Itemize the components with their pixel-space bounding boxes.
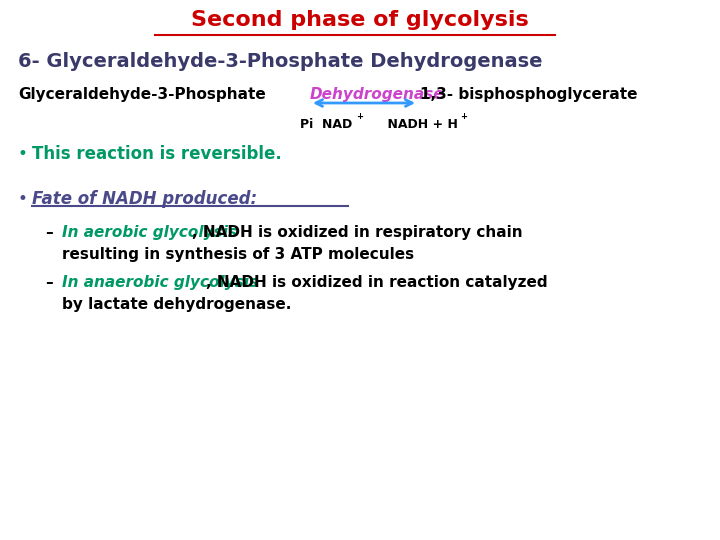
Text: Fate of NADH produced:: Fate of NADH produced: [32,190,257,208]
Text: by lactate dehydrogenase.: by lactate dehydrogenase. [62,297,292,312]
Text: Second phase of glycolysis: Second phase of glycolysis [191,10,529,30]
Text: Pi  NAD: Pi NAD [300,118,352,131]
Text: Dehydrogenase: Dehydrogenase [310,87,445,102]
Text: NADH + H: NADH + H [370,118,458,131]
Text: In aerobic glycolysis: In aerobic glycolysis [62,225,237,240]
Text: •: • [18,145,28,163]
Text: Glyceraldehyde-3-Phosphate: Glyceraldehyde-3-Phosphate [18,87,266,102]
Text: , NADH is oxidized in respiratory chain: , NADH is oxidized in respiratory chain [192,225,523,240]
Text: –: – [45,275,53,290]
Text: +: + [356,112,363,121]
Text: •: • [18,190,28,208]
Text: This reaction is reversible.: This reaction is reversible. [32,145,282,163]
Text: 1,3- bisphosphoglycerate: 1,3- bisphosphoglycerate [420,87,637,102]
Text: 6- Glyceraldehyde-3-Phosphate Dehydrogenase: 6- Glyceraldehyde-3-Phosphate Dehydrogen… [18,52,542,71]
Text: –: – [45,225,53,240]
Text: In anaerobic glycolysis: In anaerobic glycolysis [62,275,258,290]
Text: resulting in synthesis of 3 ATP molecules: resulting in synthesis of 3 ATP molecule… [62,247,414,262]
Text: , NADH is oxidized in reaction catalyzed: , NADH is oxidized in reaction catalyzed [206,275,548,290]
Text: +: + [460,112,467,121]
